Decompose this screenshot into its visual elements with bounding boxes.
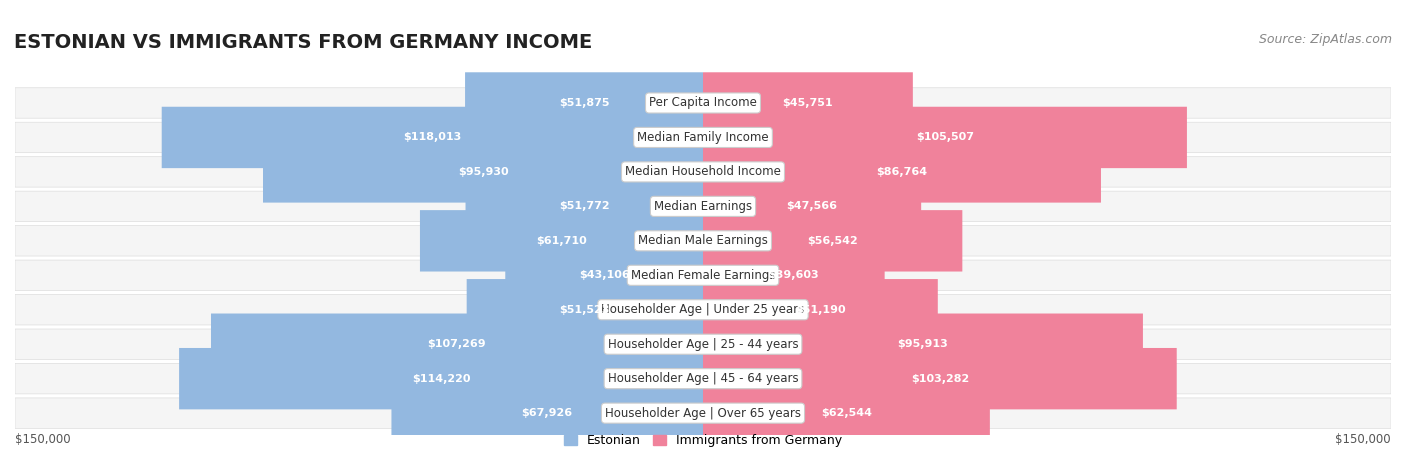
Text: $47,566: $47,566	[786, 201, 838, 212]
FancyBboxPatch shape	[263, 141, 703, 203]
Text: $51,523: $51,523	[560, 305, 610, 315]
FancyBboxPatch shape	[179, 348, 703, 410]
FancyBboxPatch shape	[15, 157, 1391, 187]
FancyBboxPatch shape	[703, 107, 1187, 168]
Text: ESTONIAN VS IMMIGRANTS FROM GERMANY INCOME: ESTONIAN VS IMMIGRANTS FROM GERMANY INCO…	[14, 33, 592, 52]
FancyBboxPatch shape	[465, 176, 703, 237]
FancyBboxPatch shape	[703, 141, 1101, 203]
FancyBboxPatch shape	[703, 348, 1177, 410]
Text: $103,282: $103,282	[911, 374, 969, 384]
FancyBboxPatch shape	[15, 295, 1391, 325]
FancyBboxPatch shape	[703, 72, 912, 134]
Text: Median Female Earnings: Median Female Earnings	[631, 269, 775, 282]
FancyBboxPatch shape	[15, 398, 1391, 428]
FancyBboxPatch shape	[15, 226, 1391, 256]
Text: $51,875: $51,875	[558, 98, 609, 108]
Text: $43,106: $43,106	[579, 270, 630, 280]
FancyBboxPatch shape	[703, 382, 990, 444]
Text: $95,930: $95,930	[458, 167, 509, 177]
FancyBboxPatch shape	[505, 245, 703, 306]
FancyBboxPatch shape	[467, 279, 703, 340]
FancyBboxPatch shape	[211, 313, 703, 375]
Text: Median Earnings: Median Earnings	[654, 200, 752, 213]
FancyBboxPatch shape	[703, 210, 962, 271]
Text: $51,190: $51,190	[794, 305, 845, 315]
Text: $114,220: $114,220	[412, 374, 470, 384]
Text: $45,751: $45,751	[783, 98, 834, 108]
FancyBboxPatch shape	[465, 72, 703, 134]
Text: $61,710: $61,710	[536, 236, 586, 246]
Text: $56,542: $56,542	[807, 236, 858, 246]
FancyBboxPatch shape	[162, 107, 703, 168]
Text: Per Capita Income: Per Capita Income	[650, 97, 756, 109]
FancyBboxPatch shape	[15, 88, 1391, 118]
Legend: Estonian, Immigrants from Germany: Estonian, Immigrants from Germany	[560, 429, 846, 452]
Text: Householder Age | Under 25 years: Householder Age | Under 25 years	[602, 303, 804, 316]
Text: $39,603: $39,603	[769, 270, 820, 280]
Text: $150,000: $150,000	[1336, 433, 1391, 446]
FancyBboxPatch shape	[420, 210, 703, 271]
Text: $86,764: $86,764	[876, 167, 928, 177]
Text: Median Male Earnings: Median Male Earnings	[638, 234, 768, 248]
Text: $150,000: $150,000	[15, 433, 70, 446]
Text: Source: ZipAtlas.com: Source: ZipAtlas.com	[1258, 33, 1392, 46]
Text: $51,772: $51,772	[560, 201, 610, 212]
Text: $95,913: $95,913	[897, 339, 948, 349]
Text: $105,507: $105,507	[915, 133, 974, 142]
FancyBboxPatch shape	[703, 279, 938, 340]
Text: Median Household Income: Median Household Income	[626, 165, 780, 178]
Text: $62,544: $62,544	[821, 408, 872, 418]
Text: $107,269: $107,269	[427, 339, 486, 349]
FancyBboxPatch shape	[15, 329, 1391, 360]
FancyBboxPatch shape	[15, 191, 1391, 221]
FancyBboxPatch shape	[703, 245, 884, 306]
Text: $67,926: $67,926	[522, 408, 572, 418]
Text: Householder Age | 25 - 44 years: Householder Age | 25 - 44 years	[607, 338, 799, 351]
Text: Householder Age | Over 65 years: Householder Age | Over 65 years	[605, 407, 801, 420]
FancyBboxPatch shape	[703, 176, 921, 237]
Text: Median Family Income: Median Family Income	[637, 131, 769, 144]
Text: $118,013: $118,013	[404, 133, 461, 142]
FancyBboxPatch shape	[15, 122, 1391, 153]
FancyBboxPatch shape	[391, 382, 703, 444]
FancyBboxPatch shape	[15, 260, 1391, 290]
FancyBboxPatch shape	[15, 363, 1391, 394]
Text: Householder Age | 45 - 64 years: Householder Age | 45 - 64 years	[607, 372, 799, 385]
FancyBboxPatch shape	[703, 313, 1143, 375]
